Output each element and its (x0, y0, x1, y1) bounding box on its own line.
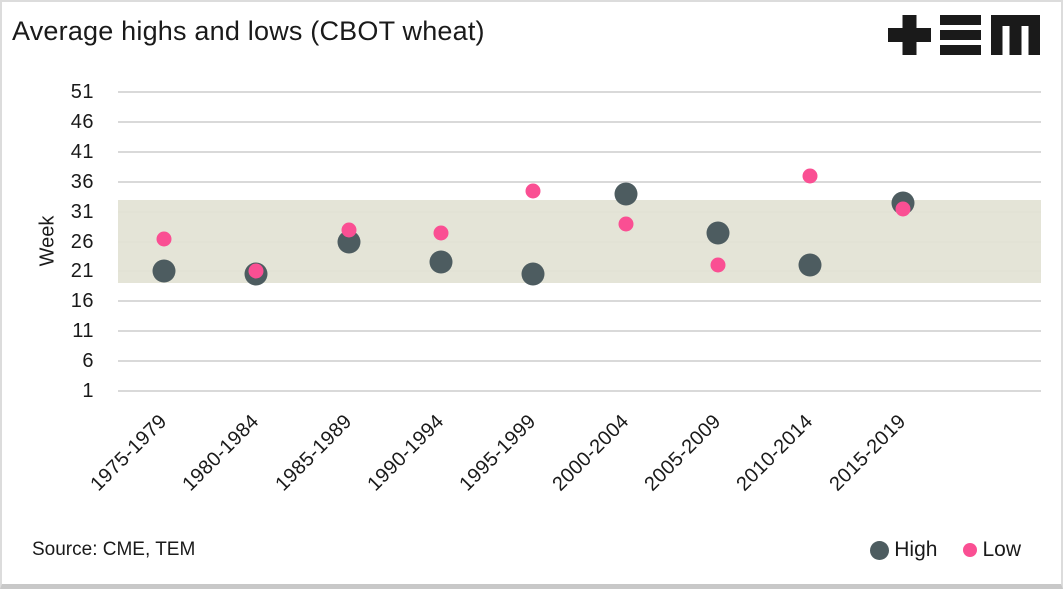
point-low-1975-1979 (156, 231, 172, 246)
gridline-week-36 (118, 180, 1041, 183)
y-axis-ticks: 51 46 41 36 31 26 21 16 11 6 1 (2, 82, 94, 401)
y-tick-6: 6 (82, 350, 94, 373)
point-low-1995-1999 (525, 183, 541, 199)
y-tick-41: 41 (70, 140, 94, 163)
y-tick-46: 46 (70, 110, 94, 133)
y-tick-36: 36 (70, 170, 94, 193)
point-high-2000-2004 (614, 182, 638, 206)
gridline-week-46 (118, 120, 1041, 123)
gridline-week-51 (118, 91, 1041, 93)
gridline-week-1 (118, 390, 1041, 392)
x-tick-2010-2014: 2010-2014 (732, 410, 818, 496)
plot-area: 1975-1979 1980-1984 1985-1989 1990-1994 1995… (86, 91, 1041, 495)
point-high-1985-1989 (337, 230, 361, 253)
footer: Source: CME, TEM High Low (32, 536, 1021, 564)
high-legend-marker-icon (870, 540, 890, 560)
point-high-1995-1999 (521, 262, 545, 286)
y-tick-26: 26 (70, 230, 94, 253)
point-low-1985-1989 (341, 222, 357, 238)
x-tick-2000-2004: 2000-2004 (547, 410, 634, 496)
point-low-2000-2004 (618, 216, 634, 232)
legend: High Low (870, 538, 1021, 562)
gridline-week-41 (118, 150, 1041, 153)
y-tick-1: 1 (82, 380, 94, 402)
point-high-1990-1994 (429, 250, 453, 274)
point-high-1975-1979 (152, 259, 176, 283)
point-low-1980-1984 (248, 263, 264, 279)
legend-item-low: Low (963, 538, 1021, 562)
tem-logo-icon (888, 15, 1040, 55)
point-low-2010-2014 (802, 168, 818, 184)
logo-bar-bottom (940, 45, 981, 55)
x-tick-1985-1989: 1985-1989 (271, 410, 357, 496)
legend-label-low: Low (982, 538, 1021, 561)
gridline-week-11 (118, 330, 1041, 333)
legend-item-high: High (870, 538, 937, 562)
x-tick-2005-2009: 2005-2009 (640, 410, 726, 496)
x-tick-1990-1994: 1990-1994 (363, 410, 449, 496)
y-tick-21: 21 (70, 260, 94, 283)
point-low-1990-1994 (433, 225, 449, 241)
legend-label-high: High (894, 538, 938, 561)
logo-plus-horizontal (888, 28, 931, 42)
x-tick-1995-1999: 1995-1999 (455, 410, 541, 496)
chart-title: Average highs and lows (CBOT wheat) (12, 16, 485, 46)
gridline-week-16 (118, 300, 1041, 303)
low-legend-marker-icon (963, 543, 978, 557)
highlight-band (118, 199, 1041, 284)
logo-bar-middle (940, 30, 981, 40)
x-tick-2015-2019: 2015-2019 (824, 410, 910, 496)
x-axis-labels: 1975-1979 1980-1984 1985-1989 1990-1994 1995… (86, 391, 1041, 521)
y-tick-11: 11 (72, 320, 94, 343)
y-tick-31: 31 (70, 200, 94, 223)
point-low-2015-2019 (895, 201, 911, 217)
point-high-2010-2014 (798, 253, 822, 277)
x-tick-1980-1984: 1980-1984 (178, 410, 264, 496)
gridline-week-6 (118, 360, 1041, 363)
point-low-2005-2009 (710, 257, 726, 273)
logo-bar-top (940, 15, 981, 25)
point-high-2005-2009 (706, 221, 730, 245)
source-note: Source: CME, TEM (32, 539, 196, 560)
logo-m-glyph (991, 15, 1040, 55)
y-tick-16: 16 (70, 290, 94, 313)
y-tick-51: 51 (70, 81, 94, 103)
x-tick-1975-1979: 1975-1979 (86, 410, 172, 496)
